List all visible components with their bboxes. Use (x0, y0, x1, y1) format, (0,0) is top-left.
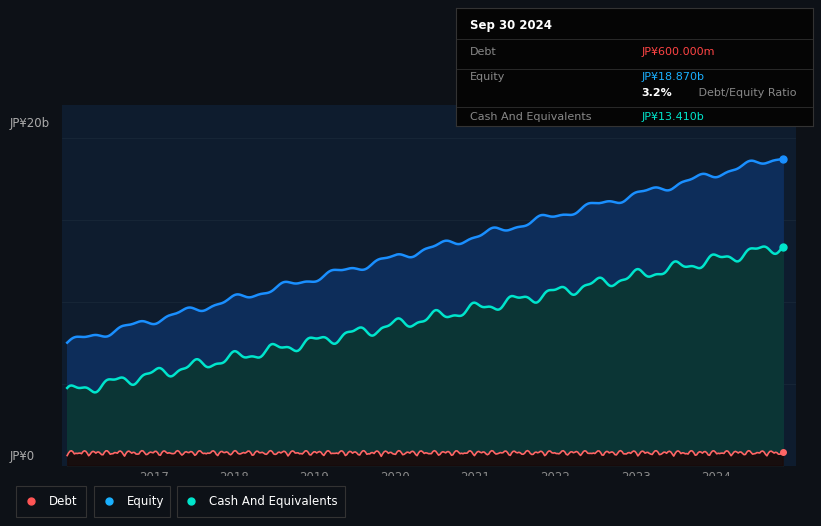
Text: JP¥13.410b: JP¥13.410b (641, 112, 704, 122)
Text: JP¥20b: JP¥20b (10, 117, 50, 130)
Text: JP¥600.000m: JP¥600.000m (641, 47, 715, 57)
Text: Sep 30 2024: Sep 30 2024 (470, 18, 552, 32)
Text: Cash And Equivalents: Cash And Equivalents (470, 112, 591, 122)
Text: Equity: Equity (470, 72, 505, 82)
Text: Debt: Debt (470, 47, 497, 57)
Text: Debt/Equity Ratio: Debt/Equity Ratio (695, 88, 796, 98)
Text: Equity: Equity (127, 494, 165, 508)
Text: Debt: Debt (49, 494, 78, 508)
Text: Cash And Equivalents: Cash And Equivalents (209, 494, 338, 508)
Text: JP¥0: JP¥0 (10, 450, 35, 463)
Text: 3.2%: 3.2% (641, 88, 672, 98)
Text: JP¥18.870b: JP¥18.870b (641, 72, 704, 82)
